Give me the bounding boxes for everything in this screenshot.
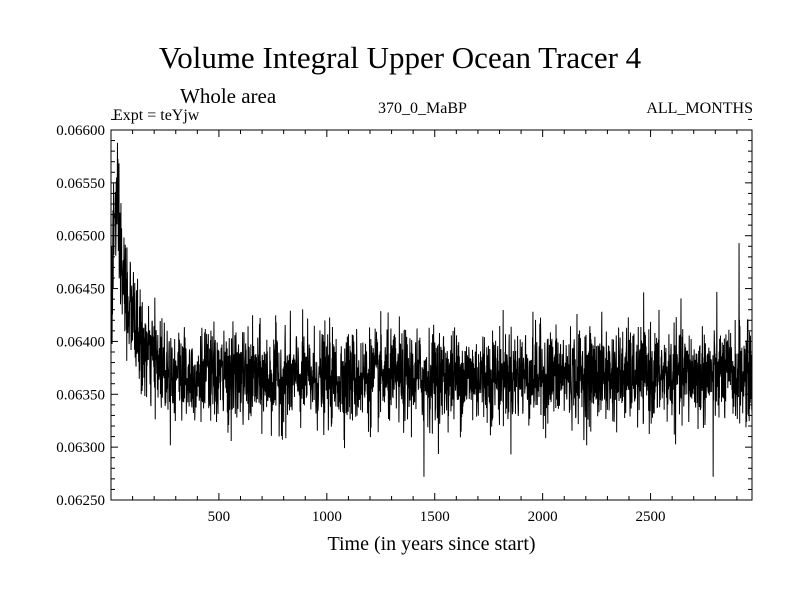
x-tick-label: 2500 [636,509,666,525]
y-tick-label: 0.06350 [56,387,105,403]
y-tick-label: 0.06450 [56,282,105,298]
chart-title: Volume Integral Upper Ocean Tracer 4 [158,40,642,75]
chart-subtitle: Whole area [180,84,277,108]
x-axis-label: Time (in years since start) [327,533,535,555]
y-tick-label: 0.06500 [56,229,105,245]
y-tick-label: 0.06600 [56,123,105,139]
y-tick-label: 0.06550 [56,176,105,192]
y-tick-label: 0.06250 [56,493,105,509]
series-layer [110,142,753,477]
x-tick-label: 1500 [420,509,450,525]
y-tick-label: 0.06300 [56,440,105,456]
plot-frame [110,129,753,501]
months-label: ALL_MONTHS [646,100,753,117]
axis-layer: 500 1000 1500 2000 2500 0.06250 0.06300 0.06350… [56,118,752,525]
x-tick-label: 2000 [528,509,558,525]
y-tick-label: 0.06400 [56,334,105,350]
experiment-label: Expt = teYjw [113,107,200,124]
period-label: 370_0_MaBP [378,100,467,117]
x-tick-label: 1000 [312,509,342,525]
series-line [110,142,753,477]
x-tick-label: 500 [208,509,231,525]
